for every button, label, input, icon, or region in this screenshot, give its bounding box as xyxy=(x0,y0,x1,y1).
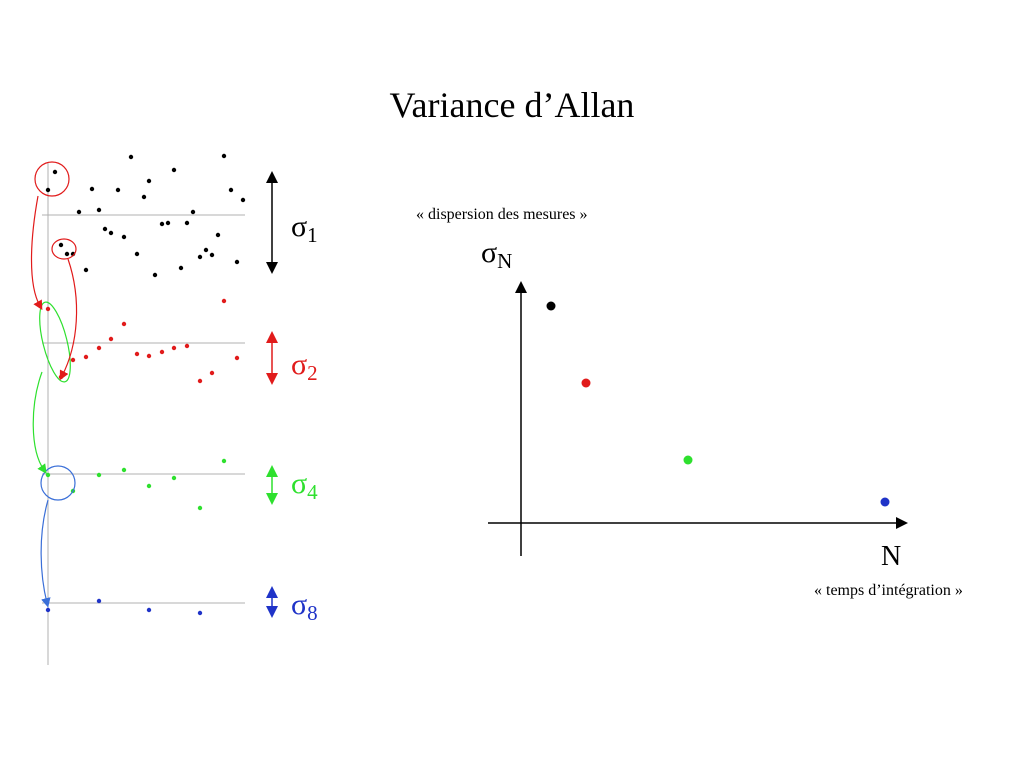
group-circle-red-1 xyxy=(34,161,70,197)
measurement-point-2-9 xyxy=(159,349,165,355)
measurement-point-1-1 xyxy=(45,187,51,193)
measurement-point-1-11 xyxy=(115,187,121,193)
measurement-point-8-2 xyxy=(146,607,152,613)
y-axis-caption: « dispersion des mesures » xyxy=(416,206,588,223)
measurement-point-1-20 xyxy=(171,167,177,173)
measurement-point-2-13 xyxy=(209,370,215,376)
measurement-point-2-11 xyxy=(184,343,190,349)
sigma-label-1: σ1 xyxy=(291,210,318,247)
measurement-point-2-10 xyxy=(171,345,177,351)
measurement-point-1-18 xyxy=(159,221,165,227)
measurement-point-1-0 xyxy=(52,169,58,175)
measurement-point-2-8 xyxy=(146,353,152,359)
green-arrow xyxy=(32,371,47,474)
measurement-point-8-1 xyxy=(96,598,102,604)
measurement-point-1-7 xyxy=(89,186,95,192)
measurement-point-1-28 xyxy=(221,153,227,159)
measurement-point-1-24 xyxy=(197,254,203,260)
graph-point-2 xyxy=(581,378,591,388)
measurement-point-4-0 xyxy=(45,472,51,478)
group-circle-red-2 xyxy=(51,238,77,260)
sigma-label-4: σ4 xyxy=(291,467,318,504)
measurement-point-1-21 xyxy=(178,265,184,271)
measurement-point-1-27 xyxy=(215,232,221,238)
measurement-point-1-31 xyxy=(240,197,246,203)
slide-title: Variance d’Allan xyxy=(389,85,635,125)
y-axis-label: σN xyxy=(481,236,513,273)
measurement-point-1-13 xyxy=(128,154,134,160)
measurement-point-8-3 xyxy=(197,610,203,616)
measurement-point-2-12 xyxy=(197,378,203,384)
points-level-8 xyxy=(45,598,203,616)
measurement-point-4-5 xyxy=(171,475,177,481)
group-circle-blue xyxy=(40,465,76,501)
blue-arrow xyxy=(40,499,51,608)
measurement-point-2-7 xyxy=(134,351,140,357)
measurement-point-1-9 xyxy=(102,226,108,232)
measurement-point-1-22 xyxy=(184,220,190,226)
measurement-point-1-8 xyxy=(96,207,102,213)
measurement-point-4-4 xyxy=(146,483,152,489)
measurement-point-2-4 xyxy=(96,345,102,351)
measurement-point-2-6 xyxy=(121,321,127,327)
measurement-point-2-14 xyxy=(221,298,227,304)
measurement-point-1-10 xyxy=(108,230,114,236)
measurement-point-1-16 xyxy=(146,178,152,184)
measurement-point-2-0 xyxy=(45,306,51,312)
graph-point-1 xyxy=(546,301,556,311)
measurement-point-1-14 xyxy=(134,251,140,257)
measurement-point-1-6 xyxy=(76,209,82,215)
sigma-label-8: σ8 xyxy=(291,588,318,625)
measurement-point-1-26 xyxy=(209,252,215,258)
measurement-point-1-29 xyxy=(228,187,234,193)
measurement-point-2-15 xyxy=(234,355,240,361)
points-level-2 xyxy=(45,298,240,384)
measurement-point-1-23 xyxy=(190,209,196,215)
measurement-point-2-5 xyxy=(108,336,114,342)
measurement-point-1-19 xyxy=(165,220,171,226)
graph-point-8 xyxy=(880,497,890,507)
measurement-point-2-2 xyxy=(70,357,76,363)
measurement-point-1-17 xyxy=(152,272,158,278)
group-ellipse-green xyxy=(39,301,71,383)
measurement-point-1-3 xyxy=(64,251,70,257)
measurement-point-1-15 xyxy=(141,194,147,200)
measurement-point-1-12 xyxy=(121,234,127,240)
measurement-point-4-7 xyxy=(221,458,227,464)
measurement-point-1-25 xyxy=(203,247,209,253)
measurement-point-4-6 xyxy=(197,505,203,511)
red-arrow-1 xyxy=(30,195,43,311)
sigma-label-2: σ2 xyxy=(291,348,318,385)
measurement-point-1-5 xyxy=(83,267,89,273)
measurement-point-1-2 xyxy=(58,242,64,248)
measurement-point-2-3 xyxy=(83,354,89,360)
x-axis-caption: « temps d’intégration » xyxy=(814,582,963,599)
measurement-point-1-30 xyxy=(234,259,240,265)
red-arrow-2 xyxy=(59,258,78,381)
measurement-point-4-2 xyxy=(96,472,102,478)
points-level-1 xyxy=(45,153,246,278)
measurement-point-8-0 xyxy=(45,607,51,613)
x-axis-label: N xyxy=(881,541,902,572)
measurement-point-4-3 xyxy=(121,467,127,473)
points-level-4 xyxy=(45,458,227,511)
graph-point-4 xyxy=(683,455,693,465)
